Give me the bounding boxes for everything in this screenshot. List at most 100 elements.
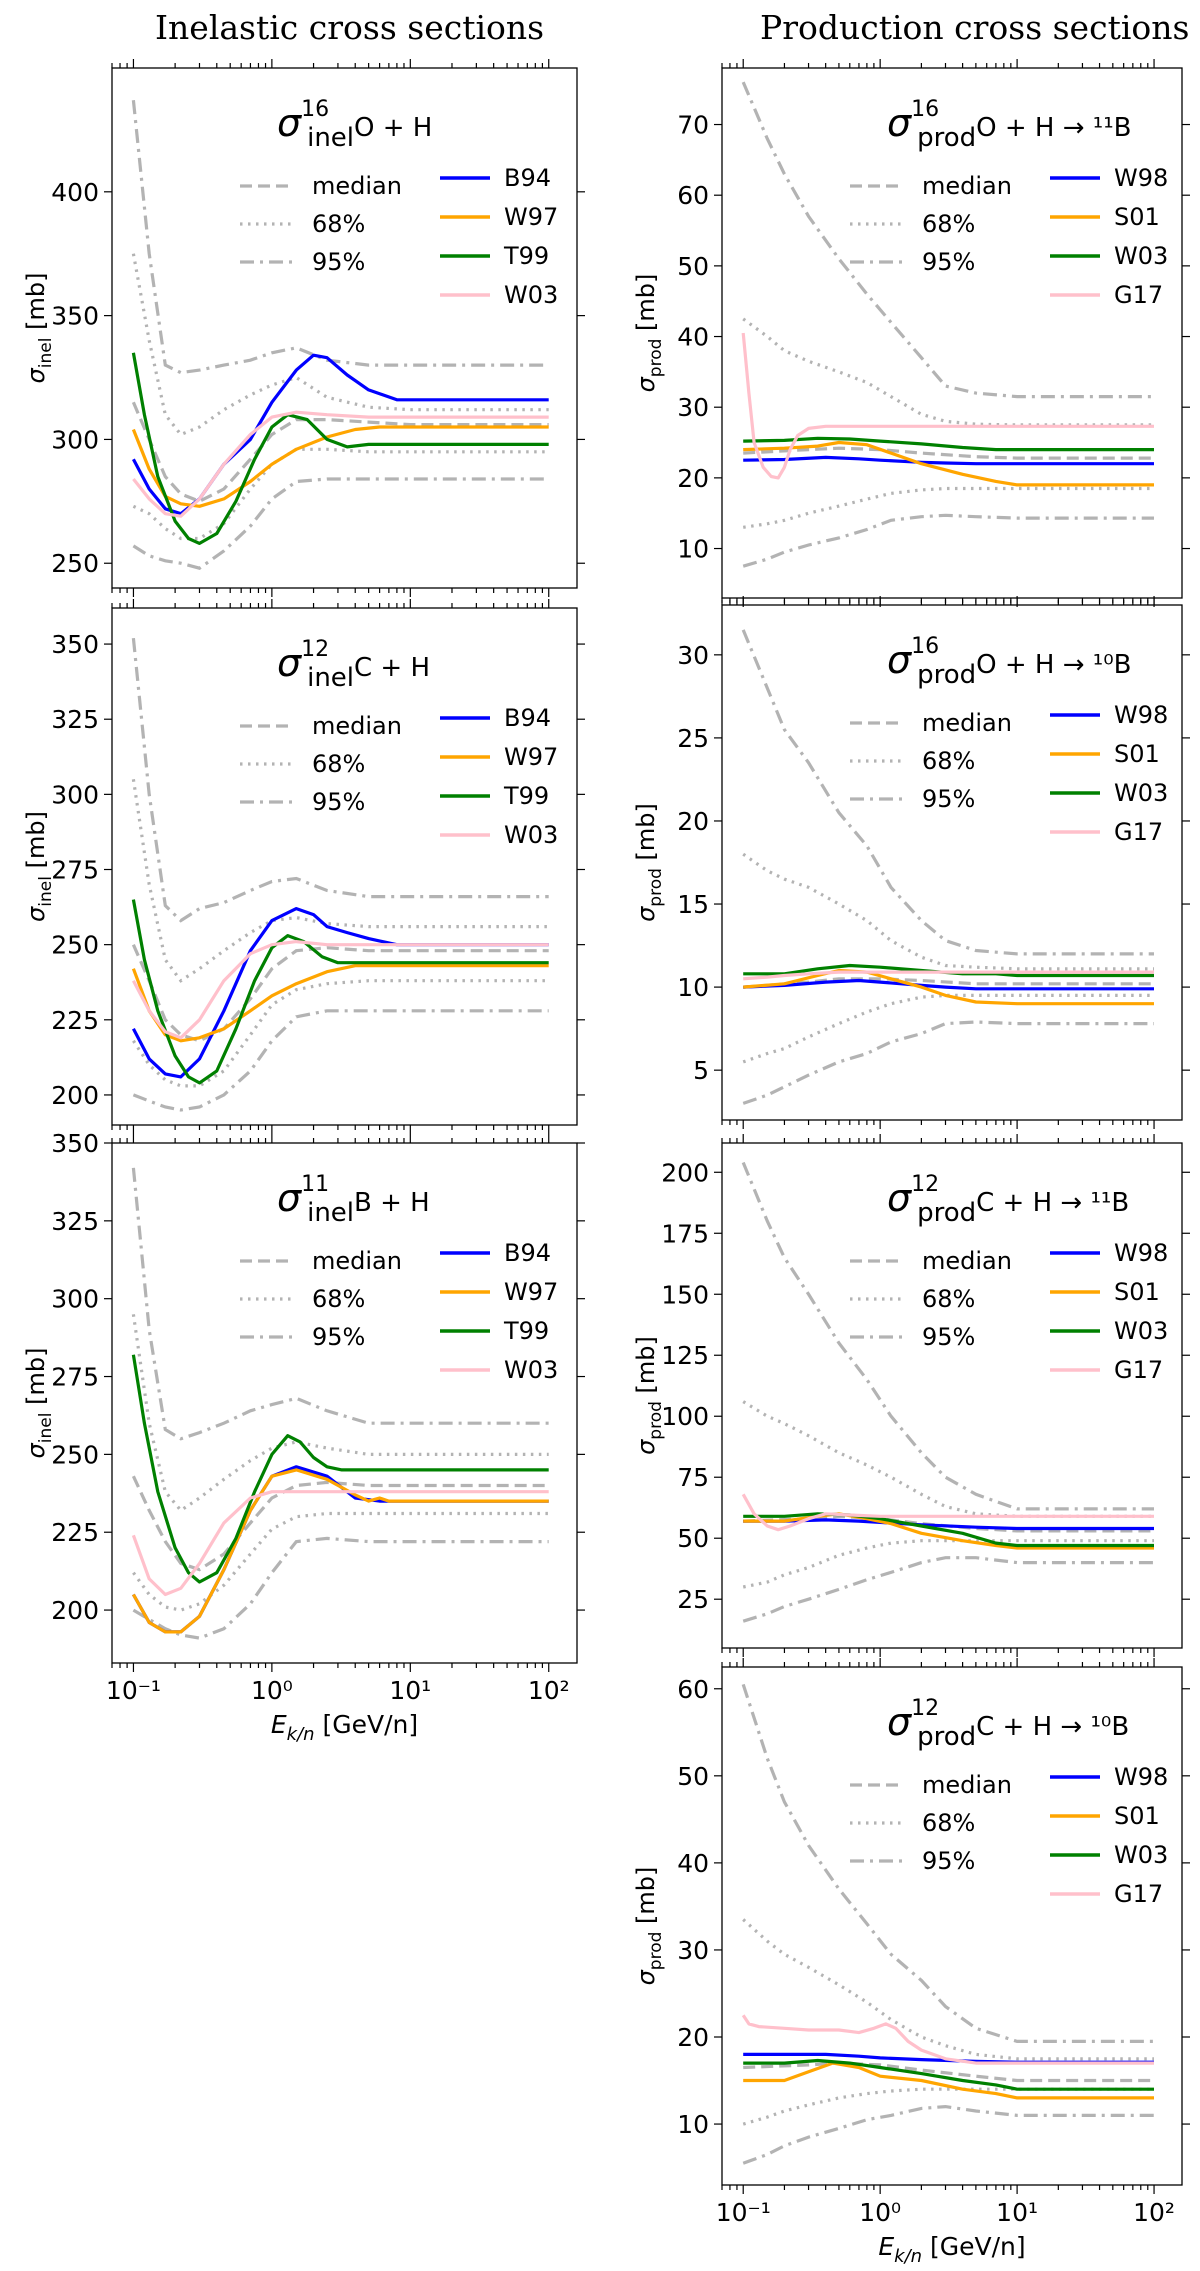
model-legend-label: S01 — [1114, 1802, 1160, 1830]
band-line-68-lower — [132, 979, 549, 1088]
band-line-68-upper — [131, 779, 549, 983]
band-line-95-lower — [132, 1009, 549, 1112]
band-legend-label: 68% — [922, 1285, 975, 1313]
band-line-95-upper — [741, 629, 1154, 956]
series-line-w03 — [132, 410, 549, 518]
series-group — [741, 332, 1154, 487]
band-legend: median 68% 95% — [240, 172, 402, 276]
y-axis-label: σinel [mb] — [22, 273, 56, 384]
band-legend-label: 68% — [312, 1285, 365, 1313]
model-legend: B94 W97 T99 W03 — [440, 704, 558, 849]
band-legend-label: 95% — [312, 248, 365, 276]
band-legend-label: 68% — [922, 747, 975, 775]
band-legend: median 68% 95% — [240, 712, 402, 816]
y-tick-label: 30 — [677, 393, 709, 422]
plot-frame — [721, 1142, 1183, 1649]
y-tick-label: 350 — [51, 302, 99, 331]
y-tick-label: 25 — [677, 1585, 709, 1614]
y-tick-label: 50 — [677, 1524, 709, 1553]
series-line-w03 — [743, 436, 1154, 452]
series-line-w03 — [131, 940, 549, 1040]
series-line-w97 — [131, 964, 549, 1043]
series-line-w03 — [743, 2058, 1154, 2091]
y-tick-label: 125 — [661, 1341, 709, 1370]
y-tick-label: 150 — [661, 1280, 709, 1309]
model-legend-label: W98 — [1114, 701, 1168, 729]
panel-inel_O16: 250 300 350 400 σinel [mb] σ16 inelO + H median… — [22, 59, 585, 597]
y-tick-label: 50 — [677, 1762, 709, 1791]
model-legend: W98 S01 W03 G17 — [1050, 701, 1168, 846]
model-legend-label: W03 — [1114, 1317, 1168, 1345]
series-line-g17 — [743, 970, 1154, 981]
panel-inel_B11: 10⁻¹ 10⁰ 10¹ 10² 200 225 250 275 300 325 350 σinel … — [22, 1129, 585, 1745]
band-legend: median 68% 95% — [850, 1247, 1012, 1351]
y-tick-label: 100 — [661, 1402, 709, 1431]
series-line-w98 — [743, 978, 1154, 991]
y-tick-label: 50 — [677, 252, 709, 281]
series-group — [131, 899, 549, 1085]
y-tick-label: 325 — [51, 705, 99, 734]
series-line-t99 — [131, 1354, 549, 1584]
series-line-w03 — [743, 1512, 1154, 1548]
plot-frame — [111, 607, 578, 1126]
y-tick-label: 200 — [51, 1596, 99, 1625]
band-line-68-upper — [131, 1314, 549, 1513]
y-tick-label: 40 — [677, 323, 709, 352]
band-legend-label: median — [922, 1771, 1012, 1799]
panel-title: σ12 prodC + H → ¹⁰B — [887, 1696, 1129, 1752]
band-legend-label: median — [922, 709, 1012, 737]
band-line-95-upper — [741, 81, 1154, 399]
y-axis-label: σprod [mb] — [632, 803, 666, 922]
band-line-68-upper — [742, 1400, 1154, 1518]
y-tick-label: 70 — [677, 111, 709, 140]
band-legend-label: 68% — [312, 210, 365, 238]
band-line-68-lower — [742, 486, 1154, 529]
y-tick-label: 20 — [677, 2023, 709, 2052]
band-legend: median 68% 95% — [240, 1247, 402, 1351]
band-legend-label: 95% — [312, 1323, 365, 1351]
series-line-g17 — [741, 332, 1154, 480]
y-tick-label: 275 — [51, 856, 99, 885]
y-tick-label: 300 — [51, 1285, 99, 1314]
band-legend-label: median — [312, 712, 402, 740]
y-tick-label: 300 — [51, 425, 99, 454]
series-line-w97 — [132, 1468, 549, 1634]
series-group — [741, 1493, 1154, 1550]
x-tick-label: 10⁰ — [251, 1676, 293, 1705]
band-legend-label: 95% — [922, 1323, 975, 1351]
series-group — [131, 352, 549, 545]
x-axis-label: Ek/n [GeV/n] — [271, 1710, 418, 1745]
band-line-95-lower — [742, 513, 1154, 568]
band-line-68-lower — [132, 447, 549, 541]
bands-group — [131, 637, 549, 1112]
model-legend-label: G17 — [1114, 1880, 1163, 1908]
y-tick-label: 250 — [51, 549, 99, 578]
y-tick-label: 20 — [677, 807, 709, 836]
y-tick-label: 10 — [677, 535, 709, 564]
model-legend-label: T99 — [503, 782, 549, 810]
band-line-68-upper — [131, 253, 549, 437]
series-line-w97 — [131, 425, 549, 508]
panel-title: σ12 prodC + H → ¹¹B — [887, 1172, 1129, 1228]
y-axis-label: σinel [mb] — [22, 811, 56, 922]
model-legend-label: W03 — [1114, 242, 1168, 270]
band-line-68-lower — [132, 1511, 549, 1612]
model-legend-label: T99 — [503, 242, 549, 270]
series-group — [743, 963, 1154, 1006]
band-line-68-upper — [742, 317, 1154, 427]
band-legend-label: 95% — [312, 788, 365, 816]
series-line-w98 — [743, 455, 1154, 466]
y-tick-label: 30 — [677, 641, 709, 670]
x-tick-label: 10⁻¹ — [106, 1676, 161, 1705]
y-tick-label: 10 — [677, 2110, 709, 2139]
model-legend-label: W97 — [504, 1278, 558, 1306]
y-tick-label: 200 — [51, 1081, 99, 1110]
y-tick-label: 25 — [677, 724, 709, 753]
y-tick-label: 250 — [51, 931, 99, 960]
band-line-95-lower — [742, 2104, 1154, 2165]
model-legend-label: B94 — [504, 1239, 551, 1267]
model-legend-label: W03 — [1114, 1841, 1168, 1869]
panel-title: σ11 inelB + H — [277, 1172, 430, 1228]
band-line-95-lower — [742, 1020, 1154, 1105]
